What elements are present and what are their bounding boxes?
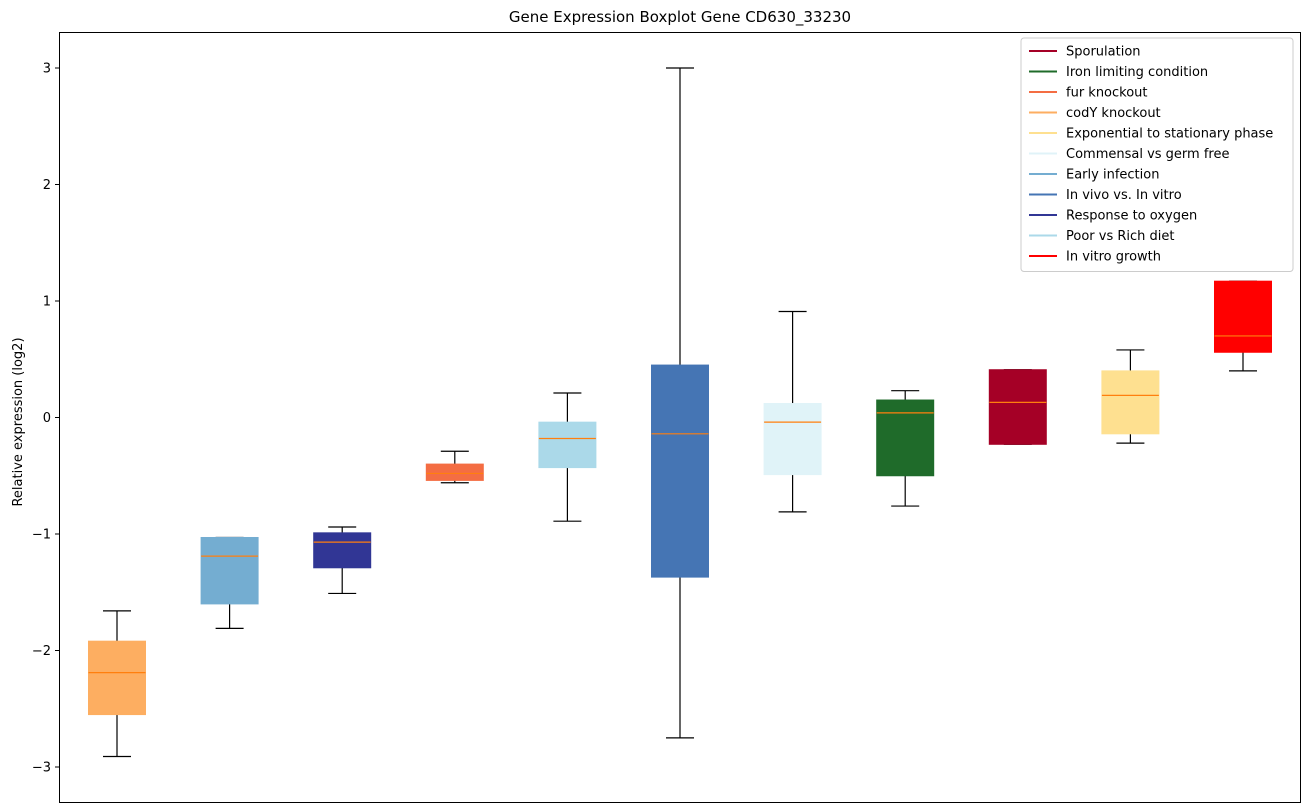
iqr-box	[313, 532, 372, 569]
y-axis-ticks: −3 −2 −1 0 1 2 3	[32, 62, 60, 776]
legend-label: Commensal vs germ free	[1066, 147, 1229, 162]
legend-entry: In vitro growth	[1029, 250, 1161, 265]
box-exponential-to-stationary-phase	[1101, 349, 1160, 444]
iqr-box	[1214, 280, 1272, 353]
box-in-vitro-growth	[1214, 280, 1272, 372]
iqr-box	[1101, 370, 1160, 435]
box-sporulation	[988, 369, 1047, 445]
y-tick-label: −1	[32, 528, 51, 543]
y-tick-label: −3	[32, 761, 51, 776]
legend-entry: codY knockout	[1029, 106, 1161, 121]
legend-entry: fur knockout	[1029, 86, 1148, 101]
y-tick-label: 1	[43, 295, 51, 310]
box-response-to-oxygen	[313, 526, 372, 595]
iqr-box	[200, 536, 259, 605]
y-tick-label: 2	[43, 178, 51, 193]
y-tick-label: −2	[32, 644, 51, 659]
box-iron-limiting-condition	[876, 390, 935, 507]
y-tick-label: 0	[43, 411, 51, 426]
legend-entry: Early infection	[1029, 168, 1159, 183]
y-axis-label: Relative expression (log2)	[11, 337, 26, 506]
iqr-box	[876, 399, 935, 477]
legend-label: Exponential to stationary phase	[1066, 127, 1273, 142]
plot-frame	[59, 32, 1301, 803]
legend-label: Early infection	[1066, 168, 1159, 183]
box-poor-vs-rich-diet	[538, 392, 597, 522]
iqr-box	[651, 364, 709, 578]
iqr-box	[425, 463, 484, 481]
box-fur-knockout	[425, 450, 484, 484]
box-cody-knockout	[88, 610, 146, 758]
legend-entry: Commensal vs germ free	[1029, 147, 1229, 162]
box-commensal-vs-germ-free	[763, 310, 822, 513]
legend-label: Sporulation	[1066, 45, 1141, 60]
iqr-box	[538, 421, 597, 469]
legend-label: In vivo vs. In vitro	[1066, 188, 1182, 203]
chart-title: Gene Expression Boxplot Gene CD630_33230	[509, 8, 851, 27]
iqr-box	[88, 640, 146, 716]
legend-label: codY knockout	[1066, 106, 1161, 121]
legend-label: Poor vs Rich diet	[1066, 229, 1174, 244]
box-in-vivo-vs-in-vitro	[651, 67, 709, 739]
legend: Sporulation Iron limiting condition fur kn…	[1020, 37, 1294, 272]
legend-entry: Response to oxygen	[1029, 209, 1197, 224]
y-tick-label: 3	[43, 62, 51, 77]
legend-label: In vitro growth	[1066, 250, 1161, 265]
legend-entry: Iron limiting condition	[1029, 65, 1208, 80]
legend-entry: In vivo vs. In vitro	[1029, 188, 1182, 203]
box-early-infection	[200, 536, 259, 629]
iqr-box	[988, 369, 1047, 445]
iqr-box	[763, 403, 822, 476]
legend-label: Response to oxygen	[1066, 209, 1197, 224]
legend-box	[1020, 37, 1294, 272]
legend-label: Iron limiting condition	[1066, 65, 1208, 80]
legend-label: fur knockout	[1066, 86, 1148, 101]
legend-entry: Exponential to stationary phase	[1029, 127, 1273, 142]
legend-entry: Sporulation	[1029, 45, 1141, 60]
boxplot-series	[88, 67, 1272, 758]
legend-entry: Poor vs Rich diet	[1029, 229, 1174, 244]
